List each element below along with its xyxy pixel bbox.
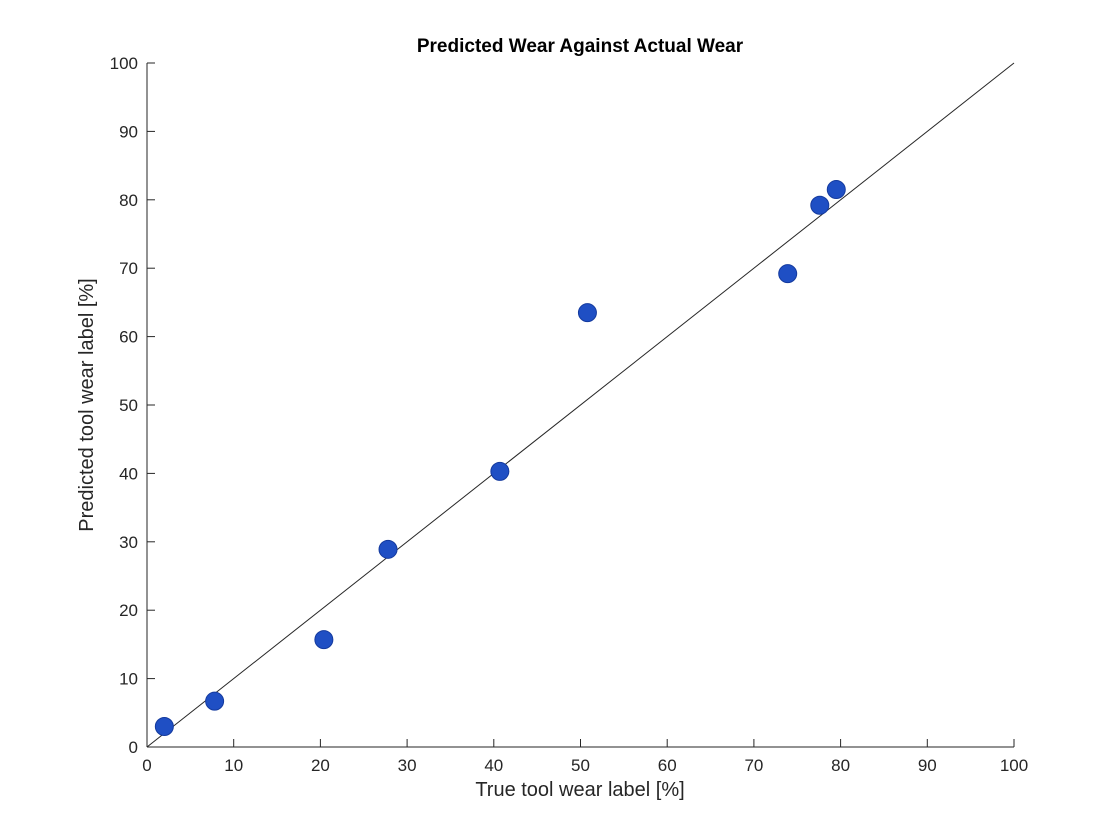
x-tick-label: 70 xyxy=(744,756,763,775)
y-tick-label: 30 xyxy=(119,533,138,552)
x-tick-label: 50 xyxy=(571,756,590,775)
y-tick-label: 20 xyxy=(119,601,138,620)
chart-title: Predicted Wear Against Actual Wear xyxy=(417,36,744,57)
y-tick-label: 100 xyxy=(110,54,138,73)
x-tick-label: 90 xyxy=(918,756,937,775)
x-axis-label: True tool wear label [%] xyxy=(475,779,684,801)
y-tick-label: 90 xyxy=(119,122,138,141)
data-point xyxy=(314,630,334,650)
y-tick-label: 60 xyxy=(119,328,138,347)
y-tick-label: 80 xyxy=(119,191,138,210)
data-point xyxy=(154,716,174,736)
y-tick-label: 40 xyxy=(119,464,138,483)
x-tick-label: 40 xyxy=(484,756,503,775)
y-tick-label: 10 xyxy=(119,670,138,689)
data-point xyxy=(778,264,798,284)
y-axis-label: Predicted tool wear label [%] xyxy=(76,278,98,531)
x-tick-label: 60 xyxy=(658,756,677,775)
y-tick-label: 0 xyxy=(129,738,138,757)
x-tick-label: 0 xyxy=(142,756,151,775)
x-tick-label: 80 xyxy=(831,756,850,775)
data-point xyxy=(205,691,225,711)
x-tick-label: 20 xyxy=(311,756,330,775)
plot-area: 0 10 20 30 40 50 60 70 80 90 100 0 10 20 30 40 50 60 70 80 9… xyxy=(110,54,1029,775)
x-tick-label: 30 xyxy=(398,756,417,775)
y-tick-label: 70 xyxy=(119,259,138,278)
reference-line xyxy=(146,62,1015,748)
x-tick-label: 100 xyxy=(1000,756,1028,775)
data-point xyxy=(810,195,830,215)
data-point xyxy=(826,180,846,200)
data-point xyxy=(378,539,398,559)
x-tick-label: 10 xyxy=(224,756,243,775)
data-point xyxy=(490,461,510,481)
y-tick-label: 50 xyxy=(119,396,138,415)
data-point xyxy=(577,303,597,323)
